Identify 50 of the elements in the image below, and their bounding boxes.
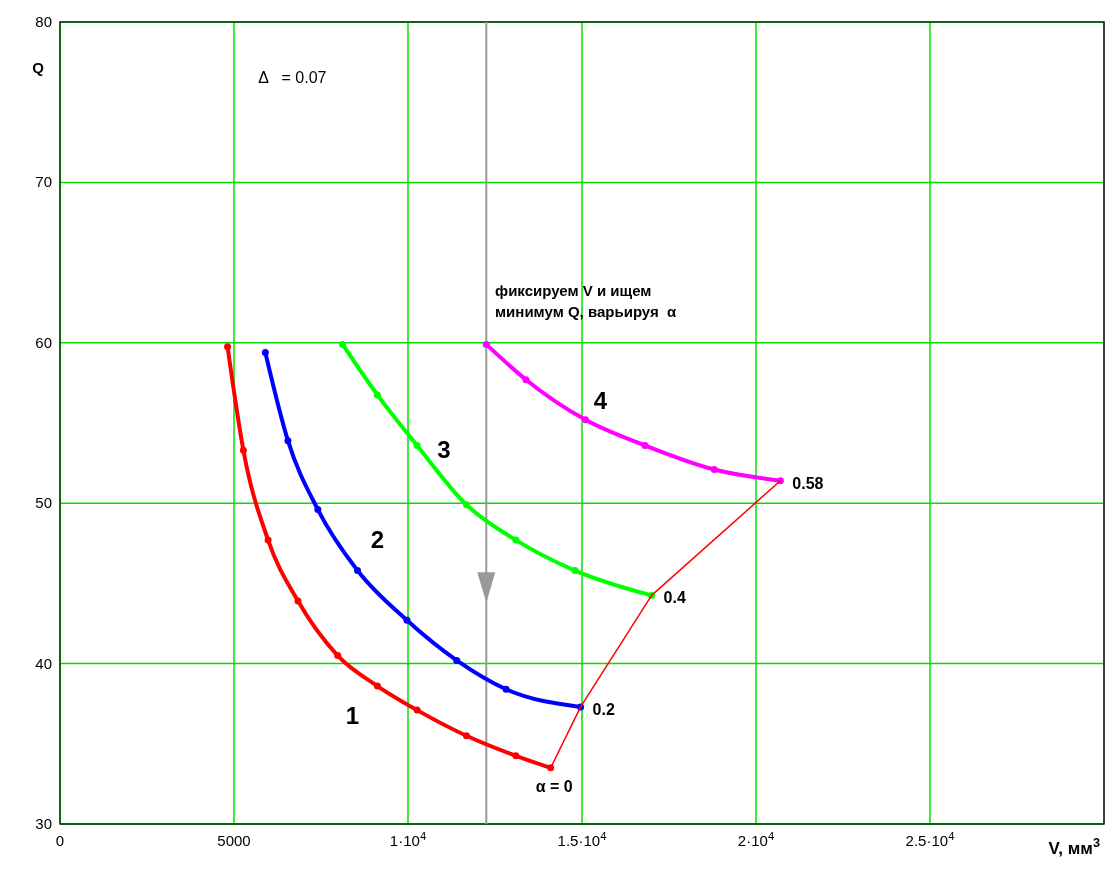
point <box>373 391 381 399</box>
point <box>284 437 292 445</box>
annotation: 0.4 <box>663 589 686 607</box>
point <box>512 752 520 760</box>
x-tick-label: 2.5·10$^{4}$ <box>905 830 955 849</box>
series-label: 3 <box>437 436 451 464</box>
point <box>239 446 247 454</box>
point <box>502 685 510 693</box>
point <box>462 501 470 509</box>
y-axis-title: Q <box>32 59 45 77</box>
x-tick-label: 2·10$^{4}$ <box>737 830 775 849</box>
x-tick-label: 5000 <box>217 832 251 849</box>
point <box>294 597 302 605</box>
x-tick-label: 1.5·10$^{4}$ <box>557 830 607 849</box>
annotation: α = 0 <box>535 777 573 795</box>
point <box>453 656 461 664</box>
y-tick-label: 60 <box>35 333 52 351</box>
point <box>261 348 269 356</box>
point <box>710 466 718 474</box>
x-tick-label: 0 <box>55 832 65 849</box>
x-tick-label: 1·10$^{4}$ <box>389 830 427 849</box>
point <box>224 343 232 351</box>
annotation: Δ = 0.07 <box>258 68 327 86</box>
point <box>403 616 411 624</box>
point <box>334 652 342 660</box>
point <box>641 441 649 449</box>
point <box>482 340 490 348</box>
point <box>571 567 579 575</box>
y-tick-label: 40 <box>35 654 52 672</box>
point <box>462 732 470 740</box>
point <box>413 706 421 714</box>
point <box>354 567 362 575</box>
annotation: 0.2 <box>592 700 615 718</box>
series-label: 1 <box>345 701 359 729</box>
series-label: 4 <box>593 386 608 414</box>
series-label: 2 <box>370 526 385 554</box>
y-tick-label: 70 <box>35 173 52 191</box>
y-tick-label: 50 <box>35 494 52 512</box>
point <box>339 340 347 348</box>
y-tick-label: 30 <box>35 815 52 832</box>
point <box>581 416 589 424</box>
point <box>264 536 272 544</box>
annotation: 0.58 <box>792 474 824 492</box>
point <box>413 441 421 449</box>
point <box>522 376 530 384</box>
y-tick-label: 80 <box>35 13 52 30</box>
x-axis-title: V, мм$^{3}$ <box>1048 834 1100 858</box>
point <box>314 506 322 514</box>
point <box>373 682 381 690</box>
point <box>512 536 520 544</box>
